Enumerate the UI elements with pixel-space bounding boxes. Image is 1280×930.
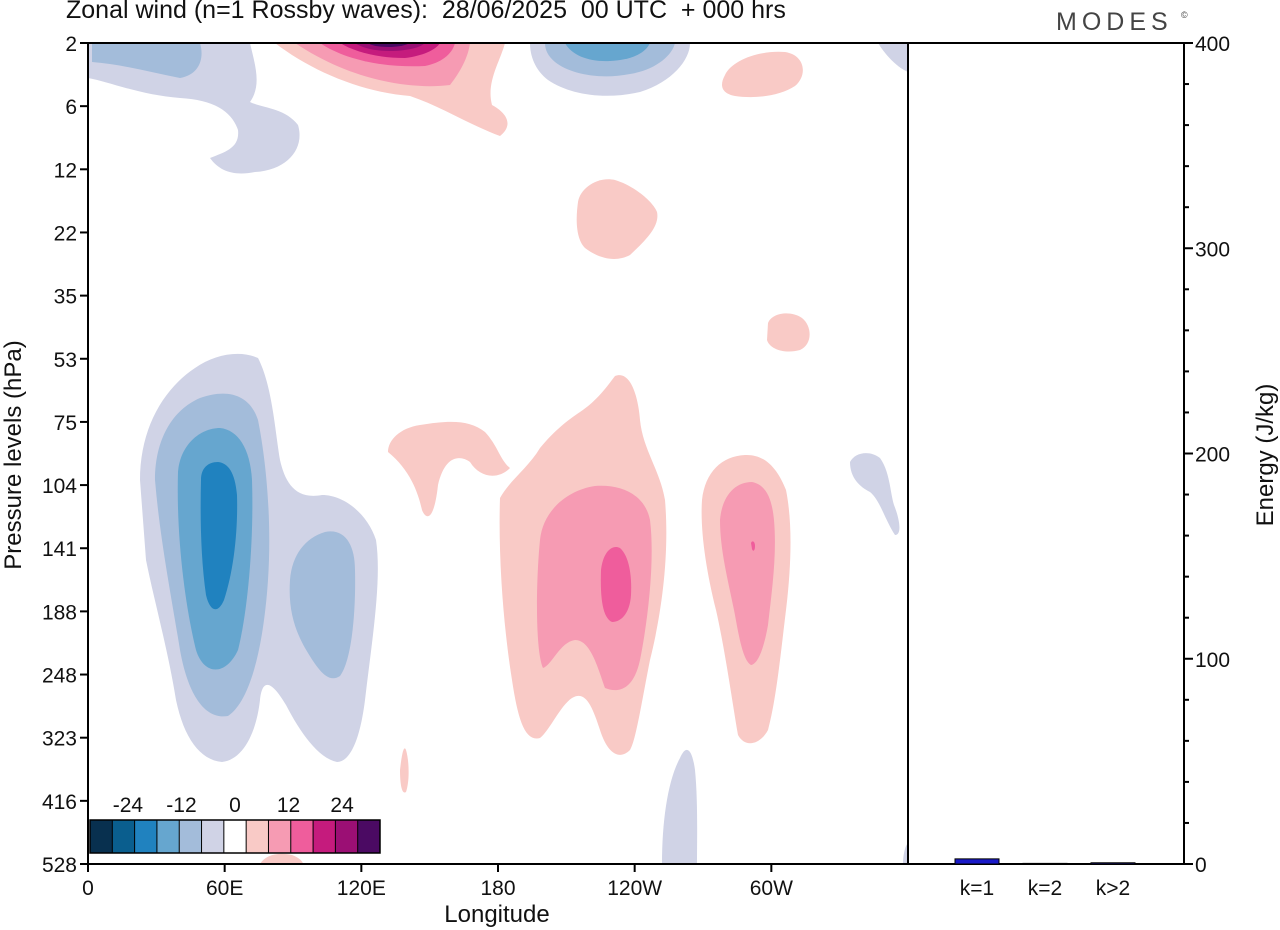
contour-westerly-120w-core <box>600 546 632 622</box>
colorbar-frame <box>89 819 381 854</box>
contour-easterly-bottom-right <box>903 843 908 864</box>
x-tick-label: 120E <box>337 877 386 900</box>
chart-title: Zonal wind (n=1 Rossby waves): 28/06/202… <box>66 0 786 24</box>
energy-tick-label: 0 <box>1195 854 1207 877</box>
colorbar-label: 12 <box>277 794 300 817</box>
energy-bar <box>1022 862 1068 865</box>
contour-westerly-thin-sliver <box>400 748 409 793</box>
contour-easterly-top-left-inner <box>92 43 202 78</box>
colorbar-swatch <box>156 820 180 853</box>
energy-tick-label: 200 <box>1195 444 1230 467</box>
contour-easterly-107e <box>289 531 356 679</box>
contour-westerly-160e <box>388 421 510 517</box>
x-tick-label: 0 <box>82 877 94 900</box>
colorbar-swatch <box>112 820 136 853</box>
colorbar-swatch <box>90 820 113 853</box>
energy-bars: k=1 k=2 k>2 <box>954 858 1136 900</box>
colorbar-label: -12 <box>166 794 196 817</box>
energy-bar <box>954 858 1000 865</box>
y-axis-title: Pressure levels (hPa) <box>0 340 27 569</box>
colorbar-swatch <box>335 820 359 853</box>
contour-westerly-bottom-small <box>260 853 303 864</box>
brand-copyright-mark: © <box>1181 10 1188 20</box>
colorbar-label: 0 <box>229 794 241 817</box>
contour-westerly-stratosphere-center <box>576 179 658 259</box>
colorbar-swatch <box>357 820 381 853</box>
brand-logo: MODES <box>1056 8 1173 36</box>
energy-category-label: k=2 <box>1028 877 1062 900</box>
y-tick-label: 2 <box>65 33 77 56</box>
x-axis-title: Longitude <box>444 901 549 928</box>
colorbar-swatch <box>290 820 314 853</box>
contour-westerly-60w-l1 <box>720 482 775 665</box>
colorbar-swatch <box>201 820 225 853</box>
x-tick-label: 60W <box>750 877 793 900</box>
contour-easterly-top-left-outer <box>88 43 300 174</box>
energy-category-label: k=1 <box>960 877 994 900</box>
energy-axis-title: Energy (J/kg) <box>1252 384 1279 527</box>
colorbar: -24 -12 0 12 24 <box>89 794 381 854</box>
y-tick-label: 6 <box>65 96 77 119</box>
y-tick-label: 188 <box>42 601 77 624</box>
contour-easterly-top-right-corner <box>878 43 908 72</box>
y-tick-label: 12 <box>54 159 77 182</box>
y-tick-label: 141 <box>42 538 77 561</box>
y-tick-label: 35 <box>54 286 77 309</box>
colorbar-swatch <box>134 820 158 853</box>
contour-westerly-120w-l1 <box>536 485 652 691</box>
zonal-wind-contours <box>88 43 908 864</box>
y-tick-label: 323 <box>42 728 77 751</box>
x-tick-label: 180 <box>480 877 515 900</box>
y-tick-label: 75 <box>54 412 77 435</box>
contour-easterly-60e-core <box>200 462 238 610</box>
energy-bar <box>1090 862 1136 865</box>
y-tick-label: 53 <box>54 349 77 372</box>
energy-tick-label: 300 <box>1195 238 1230 261</box>
contour-easterly-top-center-l2 <box>565 43 650 62</box>
y-tick-label: 22 <box>54 222 77 245</box>
contour-easterly-right-edge <box>850 453 900 535</box>
y-tick-label: 416 <box>42 791 77 814</box>
colorbar-label: 24 <box>330 794 354 817</box>
contour-westerly-small-patch <box>767 313 810 352</box>
energy-tick-label: 100 <box>1195 649 1230 672</box>
energy-tick-label: 400 <box>1195 33 1230 56</box>
contour-easterly-surface <box>662 749 698 864</box>
x-tick-label: 120W <box>607 877 662 900</box>
colorbar-swatch <box>179 820 203 853</box>
energy-category-label: k>2 <box>1096 877 1130 900</box>
x-tick-label: 60E <box>206 877 243 900</box>
colorbar-swatch <box>246 820 269 853</box>
contour-westerly-top-right <box>722 51 803 98</box>
colorbar-swatch <box>268 820 292 853</box>
y-tick-label: 528 <box>42 854 77 877</box>
colorbar-swatch <box>313 820 336 853</box>
colorbar-swatch <box>223 820 247 853</box>
y-tick-label: 104 <box>42 475 77 498</box>
axis-ticks: 0 60E 120E 180 120W 60W 2 6 12 22 35 53 75 104 141 188 2… <box>42 33 1230 900</box>
colorbar-label: -24 <box>113 794 144 817</box>
y-tick-label: 248 <box>42 665 77 688</box>
contour-westerly-60w-dot <box>751 541 755 551</box>
